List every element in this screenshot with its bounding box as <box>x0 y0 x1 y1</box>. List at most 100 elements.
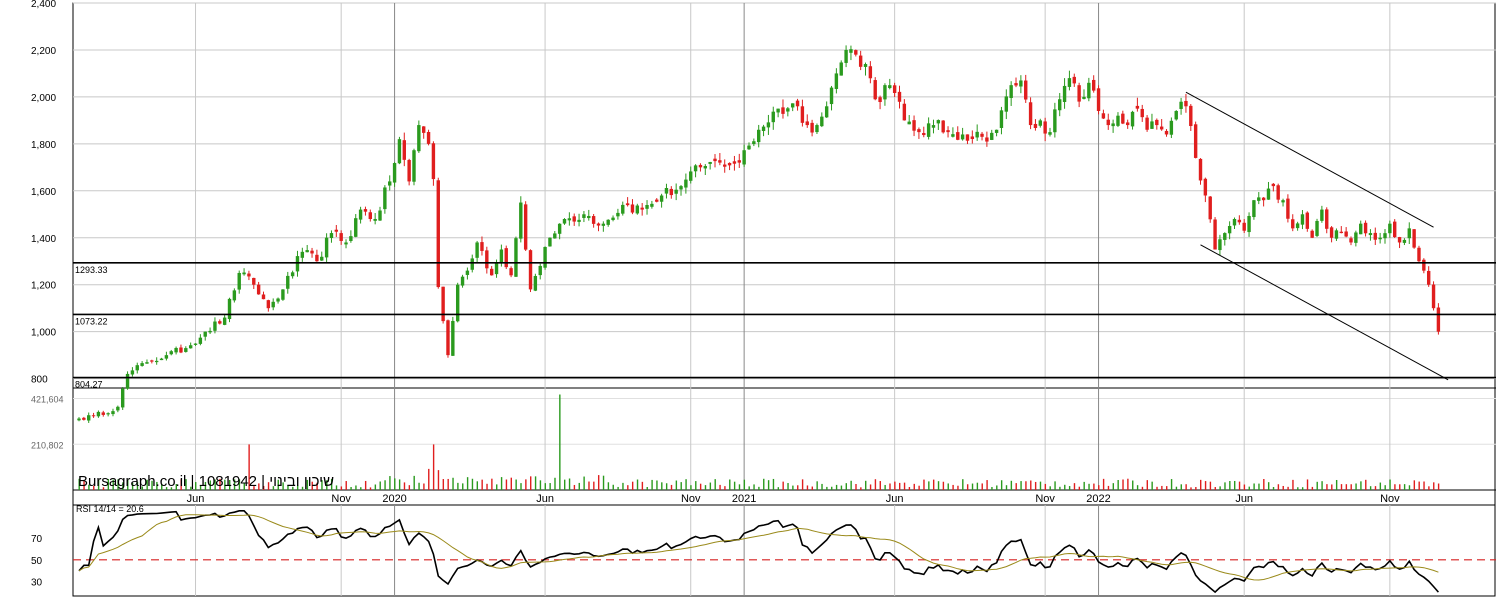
volume-bar <box>797 485 799 490</box>
candle-body <box>441 286 445 322</box>
volume-bar <box>447 478 449 490</box>
volume-bar <box>622 482 624 490</box>
volume-bar <box>505 479 508 490</box>
candle-body <box>1213 219 1217 250</box>
candle-body <box>752 141 756 145</box>
volume-bar <box>792 485 794 490</box>
volume-bars <box>78 394 1440 490</box>
volume-bar <box>675 480 678 490</box>
candle-body <box>1339 231 1343 234</box>
trend-line <box>1185 91 1434 228</box>
candle-body <box>426 131 431 144</box>
candle-body <box>271 301 275 308</box>
candle-body <box>635 205 640 214</box>
candle-body <box>708 161 712 164</box>
candle-body <box>1378 237 1382 240</box>
candle-body <box>1383 233 1387 239</box>
volume-bar <box>185 479 187 490</box>
volume-bar <box>1083 481 1085 490</box>
candle-body <box>1087 82 1091 99</box>
candle-body <box>902 103 907 121</box>
candle-body <box>1412 229 1416 248</box>
volume-bar <box>107 478 110 490</box>
volume-bar <box>602 475 605 490</box>
candle-body <box>1402 239 1407 243</box>
candle-body <box>956 132 960 140</box>
volume-bar <box>1020 481 1022 490</box>
candle-body <box>917 129 921 133</box>
volume-bar <box>165 487 168 490</box>
candle-body <box>179 347 183 353</box>
volume-bar <box>520 483 522 490</box>
candle-body <box>1101 113 1106 119</box>
volume-bar <box>398 479 401 490</box>
volume-bar <box>1292 479 1294 490</box>
volume-bar <box>1010 480 1013 490</box>
volume-bar <box>78 478 80 490</box>
volume-bar <box>102 487 105 490</box>
volume-bar <box>296 485 299 490</box>
volume-bar <box>1253 483 1255 490</box>
volume-bar <box>1413 480 1416 490</box>
watermark: Bursagraph.co.il | 1081942 | שיכון ובינו… <box>78 473 334 490</box>
volume-bar <box>1166 486 1168 490</box>
volume-bar <box>122 482 124 490</box>
axis-labels: 800 1,000 1,200 1,400 1,600 1,800 2,000 2,200 2,… <box>31 0 1400 589</box>
candle-body <box>261 294 266 300</box>
rsi-line <box>78 510 1440 594</box>
candle-body <box>951 134 955 137</box>
candle-body <box>1261 197 1266 201</box>
volume-bar <box>782 481 784 490</box>
volume-bar <box>180 479 182 490</box>
candle-body <box>577 219 581 222</box>
volume-bar <box>534 476 537 490</box>
candle-body <box>388 181 392 186</box>
candle-body <box>596 223 601 226</box>
volume-bar <box>326 480 328 490</box>
volume-bar <box>1428 486 1430 490</box>
volume-bar <box>554 477 556 490</box>
volume-bar <box>835 484 838 490</box>
volume-bar <box>573 484 576 490</box>
volume-bar <box>175 484 177 490</box>
candle-body <box>640 207 644 210</box>
candle-body <box>926 123 931 137</box>
volume-bar <box>1345 484 1348 490</box>
volume-bar <box>233 479 236 490</box>
candle-body <box>1354 232 1358 243</box>
candle-body <box>805 121 809 126</box>
volume-bar <box>418 482 420 490</box>
volume-bar <box>690 485 692 490</box>
candle-body <box>1125 122 1130 126</box>
candle-body <box>1300 214 1305 225</box>
volume-bar <box>714 479 716 490</box>
candle-body <box>305 250 309 253</box>
volume-bar <box>1078 486 1081 490</box>
candle-body <box>742 150 746 165</box>
candle-body <box>1281 200 1285 203</box>
candle-body <box>1019 80 1023 87</box>
candle-body <box>1286 198 1290 219</box>
candle-body <box>1218 239 1222 251</box>
volume-bar <box>903 482 906 490</box>
candle-body <box>446 320 450 356</box>
candle-body <box>892 85 897 94</box>
volume-bar <box>88 484 90 490</box>
candle-body <box>1145 117 1149 130</box>
volume-bar <box>219 478 221 490</box>
volume-bar <box>267 482 270 490</box>
candle-body <box>451 320 455 356</box>
candle-body <box>455 284 460 322</box>
volume-bar <box>908 487 911 490</box>
candle-body <box>810 122 814 133</box>
volume-bar <box>1287 486 1289 490</box>
candle-body <box>101 412 105 415</box>
candle-body <box>795 100 800 107</box>
volume-bar <box>1248 486 1250 490</box>
volume-bar <box>379 481 381 490</box>
volume-bar <box>1243 484 1246 490</box>
candle-body <box>470 258 474 270</box>
candle-body <box>1310 230 1314 238</box>
volume-bar <box>491 478 493 490</box>
volume-bar <box>1267 482 1270 490</box>
